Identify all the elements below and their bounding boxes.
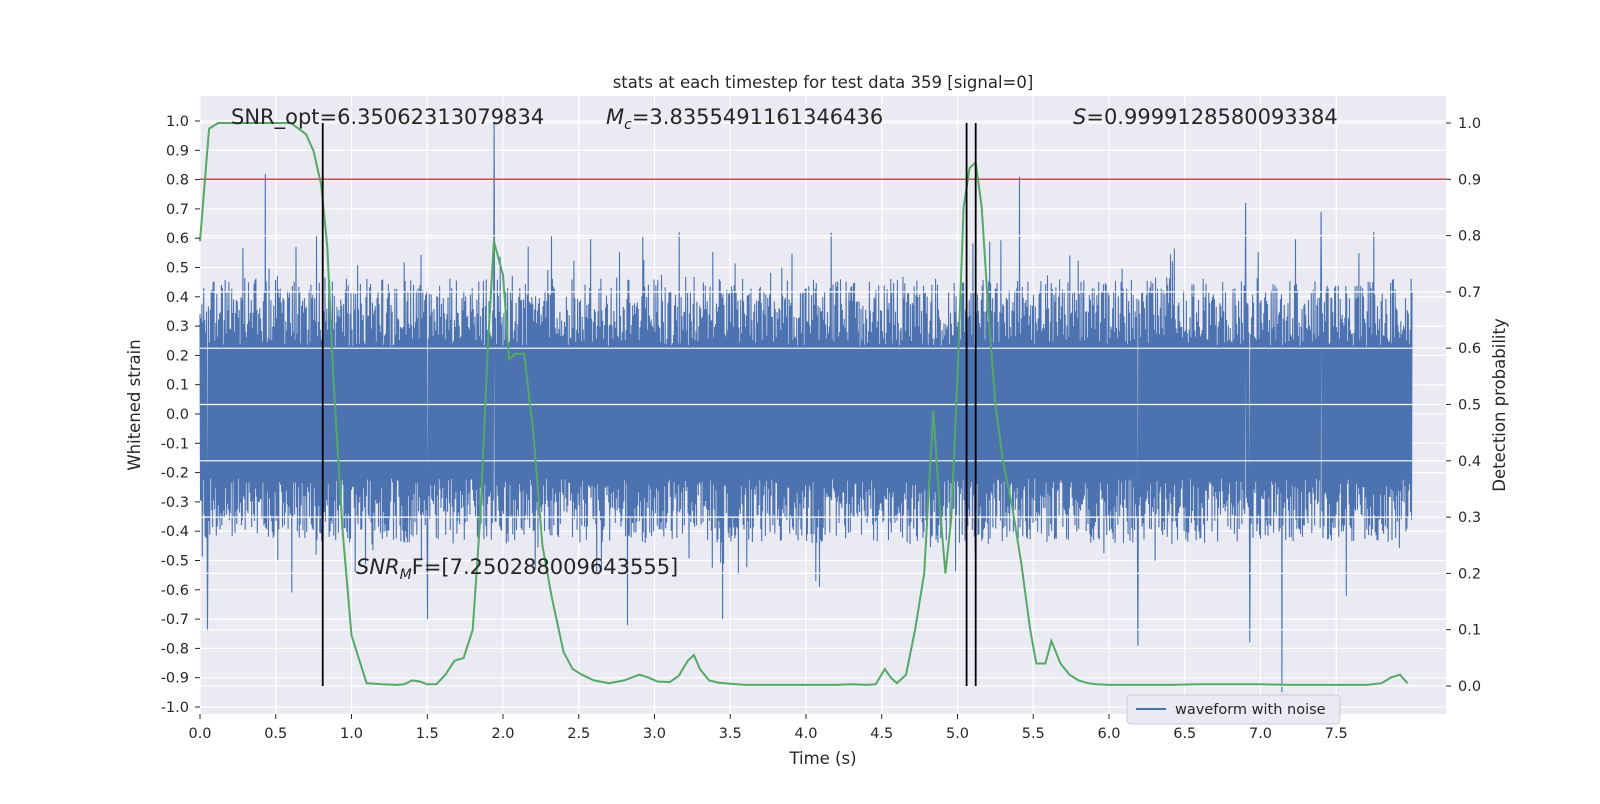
waveform-line <box>199 123 1413 693</box>
y-tick-label: -0.2 <box>161 466 189 482</box>
annotation-s: S=0.9999128580093384 <box>1073 105 1338 129</box>
chirp-mass-symbol: M <box>606 105 624 129</box>
x-tick-label: 7.5 <box>1325 726 1348 742</box>
y-tick-label: 0.1 <box>166 378 189 394</box>
x-tick-label: 5.0 <box>946 726 969 742</box>
x-tick-label: 6.5 <box>1173 726 1196 742</box>
x-tick-label: 4.5 <box>870 726 893 742</box>
right-tick-label: 0.8 <box>1458 229 1481 245</box>
x-tick-label: 3.0 <box>643 726 666 742</box>
x-tick-label: 5.5 <box>1022 726 1045 742</box>
x-axis-label: Time (s) <box>788 749 856 768</box>
y-tick-label: -0.1 <box>161 436 189 452</box>
x-tick-label: 0.5 <box>264 726 287 742</box>
event-lines <box>321 123 977 686</box>
y-tick-label: -1.0 <box>161 700 189 716</box>
y-tick-label: -0.4 <box>161 524 189 540</box>
y-tick-label: 0.5 <box>166 261 189 277</box>
right-tick-label: 0.6 <box>1458 341 1481 357</box>
x-tick-label: 2.5 <box>567 726 590 742</box>
right-tick-label: 1.0 <box>1458 116 1481 132</box>
y-tick-label: -0.6 <box>161 583 189 599</box>
y-tick-label: 0.4 <box>166 290 189 306</box>
legend-label-waveform: waveform with noise <box>1175 702 1326 718</box>
right-tick-label: 0.0 <box>1458 679 1481 695</box>
x-tick-label: 1.5 <box>416 726 439 742</box>
x-tick-label: 0.0 <box>188 726 211 742</box>
y-tick-label: 0.9 <box>166 143 189 159</box>
y-tick-label: -0.3 <box>161 495 189 511</box>
snr-mf-subscript: M <box>400 567 412 583</box>
y-tick-label: -0.7 <box>161 612 189 628</box>
right-tick-label: 0.3 <box>1458 510 1481 526</box>
y-tick-label: 1.0 <box>166 114 189 130</box>
chart-title: stats at each timestep for test data 359… <box>613 73 1034 92</box>
x-tick-label: 6.0 <box>1097 726 1120 742</box>
y-tick-label: -0.9 <box>161 671 189 687</box>
legend-box <box>1126 694 1341 725</box>
y-tick-label: -0.5 <box>161 554 189 570</box>
snr-mf-value: F=[7.250288009643555] <box>412 555 679 579</box>
axis-ticks: 0.0 0.5 1.0 1.5 2.0 2.5 3.0 3.5 4.0 4.5 5.0 5.5 6.0 6… <box>161 114 1481 742</box>
y-tick-label: 0.6 <box>166 231 189 247</box>
right-tick-label: 0.4 <box>1458 454 1481 470</box>
x-tick-label: 3.5 <box>719 726 742 742</box>
annotation-chirp-mass: Mc=3.8355491161346436 <box>606 105 883 133</box>
y-tick-label: 0.7 <box>166 202 189 218</box>
right-tick-label: 0.9 <box>1458 172 1481 188</box>
y-tick-label: -0.8 <box>161 641 189 657</box>
y-tick-label: 0.8 <box>166 173 189 189</box>
s-value: =0.9999128580093384 <box>1086 105 1337 129</box>
x-tick-label: 1.0 <box>340 726 363 742</box>
probability-line <box>199 122 1409 686</box>
x-tick-label: 4.0 <box>794 726 817 742</box>
y-tick-label: 0.0 <box>166 407 189 423</box>
y-tick-label: 0.3 <box>166 319 189 335</box>
right-tick-label: 0.7 <box>1458 285 1481 301</box>
legend: waveform with noise <box>1126 694 1341 725</box>
y-axis-label-right: Detection probability <box>1490 318 1509 492</box>
annotation-snr-opt: SNR_opt=6.35062313079834 <box>231 105 544 130</box>
y-axis-label: Whitened strain <box>125 339 144 470</box>
chirp-mass-subscript: c <box>624 117 632 133</box>
x-tick-label: 2.0 <box>491 726 514 742</box>
right-tick-label: 0.1 <box>1458 623 1481 639</box>
snr-mf-symbol: SNR <box>356 555 400 579</box>
annotation-snr-mf: SNRMF=[7.250288009643555] <box>356 555 678 583</box>
right-tick-label: 0.2 <box>1458 566 1481 582</box>
waveform-series <box>199 123 1413 693</box>
s-symbol: S <box>1073 105 1086 129</box>
x-tick-label: 7.0 <box>1249 726 1272 742</box>
y-tick-label: 0.2 <box>166 348 189 364</box>
probability-series <box>199 122 1409 686</box>
chirp-mass-value: =3.8355491161346436 <box>632 105 883 129</box>
right-tick-label: 0.5 <box>1458 398 1481 414</box>
